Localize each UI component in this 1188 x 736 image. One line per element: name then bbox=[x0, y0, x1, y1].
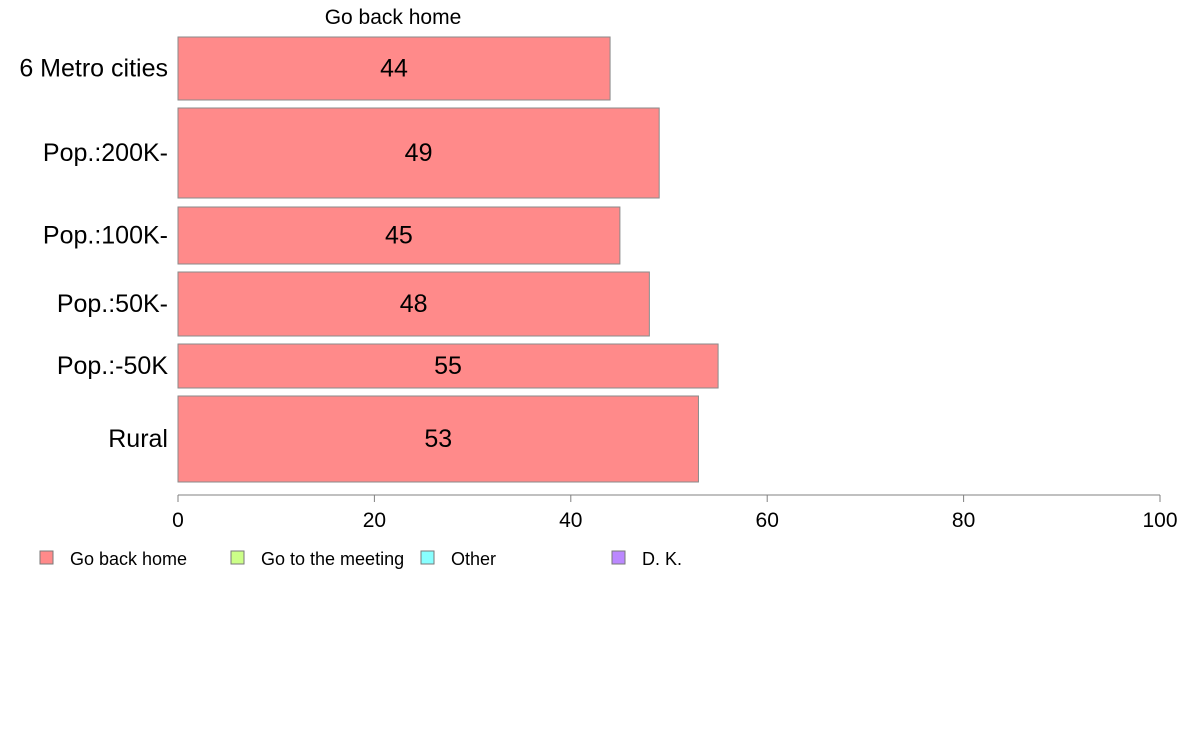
legend-item: Go to the meeting bbox=[230, 549, 404, 569]
bar bbox=[177, 395, 699, 483]
x-tick-label: 20 bbox=[363, 509, 386, 532]
bar-value-label: 53 bbox=[424, 425, 452, 453]
bar-value-label: 48 bbox=[400, 290, 428, 318]
bars-group: 6 Metro cities 44 Pop.:200K- 49 Pop.:100K- 45… bbox=[19, 36, 719, 483]
x-tick-label: 40 bbox=[559, 509, 582, 532]
bar-value-label: 45 bbox=[385, 222, 413, 250]
legend-label: Go to the meeting bbox=[261, 549, 404, 569]
bar-value-label: 49 bbox=[405, 139, 433, 167]
legend-label: Other bbox=[451, 549, 496, 569]
legend-swatch bbox=[230, 550, 245, 565]
legend-swatch bbox=[420, 550, 435, 565]
legend-swatch bbox=[611, 550, 626, 565]
x-tick-label: 100 bbox=[1142, 509, 1177, 532]
legend-label: D. K. bbox=[642, 549, 682, 569]
legend-item: Other bbox=[420, 549, 496, 569]
bar bbox=[177, 206, 621, 265]
bar bbox=[177, 107, 660, 199]
legend-label: Go back home bbox=[70, 549, 187, 569]
bar-value-label: 55 bbox=[434, 352, 462, 380]
category-label: Rural bbox=[108, 425, 168, 453]
category-label: Pop.:200K- bbox=[43, 139, 168, 167]
series-title: Go back home bbox=[325, 6, 462, 29]
category-label: Pop.:50K- bbox=[57, 290, 168, 318]
bar-value-label: 44 bbox=[380, 55, 408, 83]
x-tick-label: 60 bbox=[756, 509, 779, 532]
bar bbox=[177, 271, 650, 337]
legend: Go back home Go to the meeting Other D. K. bbox=[39, 549, 682, 569]
legend-item: Go back home bbox=[39, 549, 187, 569]
category-label: Pop.:-50K bbox=[57, 352, 169, 380]
bar bbox=[177, 36, 611, 101]
x-tick-label: 80 bbox=[952, 509, 975, 532]
legend-swatch bbox=[39, 550, 54, 565]
category-label: 6 Metro cities bbox=[19, 55, 168, 83]
x-tick-label: 0 bbox=[172, 509, 184, 532]
x-axis: 0 20 40 60 80 100 bbox=[172, 494, 1178, 532]
legend-item: D. K. bbox=[611, 549, 682, 569]
bar bbox=[177, 343, 719, 389]
category-label: Pop.:100K- bbox=[43, 222, 168, 250]
